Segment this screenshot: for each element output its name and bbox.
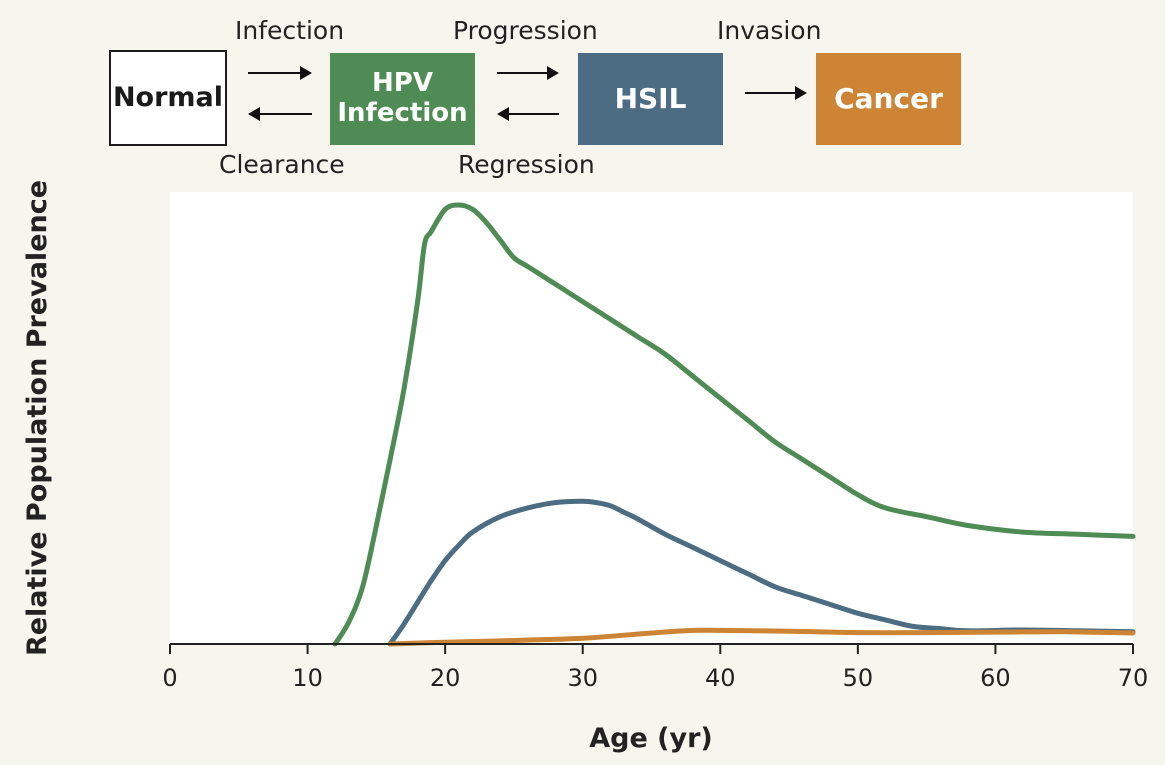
x-tick-label: 60 <box>980 664 1011 692</box>
infection-arrow-icon <box>248 66 312 80</box>
invasion-arrow-icon <box>745 86 807 100</box>
plot-area <box>170 192 1133 644</box>
x-tick-label: 20 <box>430 664 461 692</box>
stage-hsil-label: HSIL <box>614 81 687 115</box>
stage-hpv-infection-box: HPV Infection <box>330 53 475 145</box>
hpv-infection-series-line <box>332 202 1136 647</box>
stage-normal-box: Normal <box>109 50 227 146</box>
y-axis-title: Relative Population Prevalence <box>22 180 53 656</box>
stage-hpv-infection-label: HPV Infection <box>337 68 468 128</box>
stage-normal-label: Normal <box>112 82 224 114</box>
clearance-arrow-icon <box>248 107 312 121</box>
x-tick-label: 10 <box>292 664 323 692</box>
infection-label: Infection <box>235 16 345 45</box>
x-tick-label: 0 <box>162 664 177 692</box>
stage-hsil-box: HSIL <box>578 53 723 145</box>
x-tick-label: 40 <box>705 664 736 692</box>
hsil-series-line <box>387 498 1136 647</box>
regression-label: Regression <box>458 150 595 179</box>
x-axis-title: Age (yr) <box>589 723 713 754</box>
cancer-series-line <box>387 627 1136 647</box>
progression-label: Progression <box>453 16 598 45</box>
stage-cancer-box: Cancer <box>816 53 961 145</box>
x-tick-label: 70 <box>1118 664 1149 692</box>
regression-arrow-icon <box>497 107 559 121</box>
x-tick-label: 50 <box>843 664 874 692</box>
invasion-label: Invasion <box>717 16 822 45</box>
stage-cancer-label: Cancer <box>834 81 943 115</box>
x-tick-label: 30 <box>567 664 598 692</box>
progression-arrow-icon <box>497 66 559 80</box>
clearance-label: Clearance <box>219 150 345 179</box>
